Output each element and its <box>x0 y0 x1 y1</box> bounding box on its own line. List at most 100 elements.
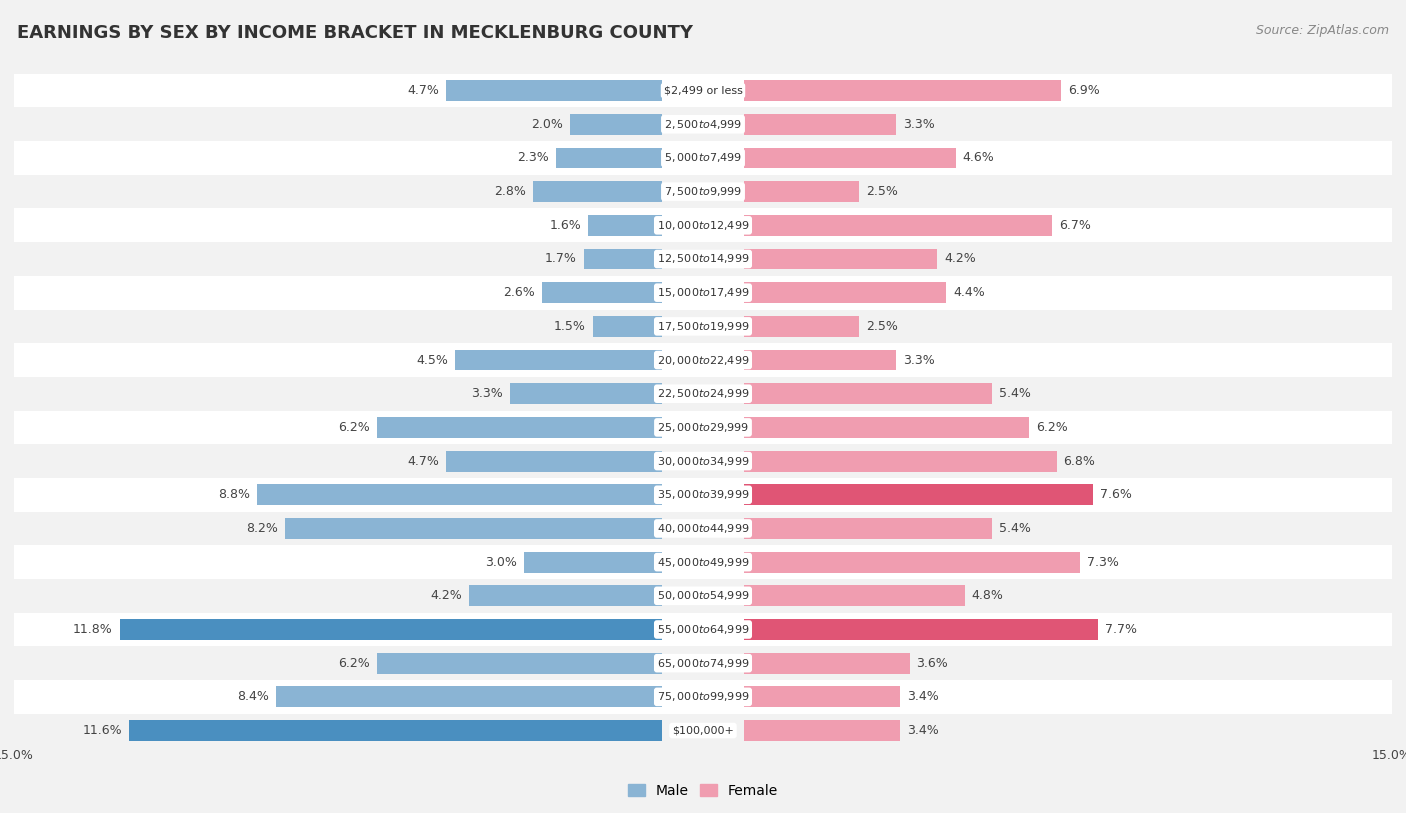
Text: 4.7%: 4.7% <box>406 84 439 97</box>
Bar <box>14 680 1392 714</box>
Text: 3.3%: 3.3% <box>903 354 935 367</box>
Text: 5.4%: 5.4% <box>1000 387 1031 400</box>
Bar <box>744 249 938 269</box>
Text: 11.8%: 11.8% <box>73 623 112 636</box>
Text: $65,000 to $74,999: $65,000 to $74,999 <box>657 657 749 670</box>
Bar <box>583 249 662 269</box>
Bar <box>446 80 662 101</box>
Text: 3.4%: 3.4% <box>907 724 939 737</box>
Text: 6.7%: 6.7% <box>1059 219 1091 232</box>
Text: 11.6%: 11.6% <box>83 724 122 737</box>
Text: 6.2%: 6.2% <box>1036 421 1067 434</box>
Text: 7.3%: 7.3% <box>1087 555 1118 568</box>
Text: 8.4%: 8.4% <box>238 690 269 703</box>
Bar <box>744 552 1080 572</box>
Bar <box>276 686 662 707</box>
Text: $30,000 to $34,999: $30,000 to $34,999 <box>657 454 749 467</box>
Text: $75,000 to $99,999: $75,000 to $99,999 <box>657 690 749 703</box>
Text: 4.2%: 4.2% <box>945 253 976 266</box>
Bar <box>446 450 662 472</box>
Bar <box>744 720 900 741</box>
Text: 4.7%: 4.7% <box>406 454 439 467</box>
Bar <box>744 147 956 168</box>
Text: 15.0%: 15.0% <box>0 749 34 762</box>
Bar <box>456 350 662 371</box>
Bar <box>14 478 1392 511</box>
Text: $45,000 to $49,999: $45,000 to $49,999 <box>657 555 749 568</box>
Bar <box>744 686 900 707</box>
Text: $50,000 to $54,999: $50,000 to $54,999 <box>657 589 749 602</box>
Text: $10,000 to $12,499: $10,000 to $12,499 <box>657 219 749 232</box>
Text: 4.2%: 4.2% <box>430 589 461 602</box>
Bar <box>744 80 1062 101</box>
Bar <box>120 619 662 640</box>
Bar <box>377 417 662 438</box>
Bar <box>14 579 1392 613</box>
Bar <box>744 215 1052 236</box>
Bar <box>14 208 1392 242</box>
Bar <box>744 181 859 202</box>
Text: 5.4%: 5.4% <box>1000 522 1031 535</box>
Text: 6.9%: 6.9% <box>1069 84 1099 97</box>
Text: 4.8%: 4.8% <box>972 589 1004 602</box>
Bar <box>744 653 910 674</box>
Text: 2.6%: 2.6% <box>503 286 536 299</box>
Bar <box>14 141 1392 175</box>
Bar <box>744 282 946 303</box>
Bar <box>744 450 1057 472</box>
Text: 6.2%: 6.2% <box>339 421 370 434</box>
Bar <box>744 485 1094 505</box>
Bar <box>14 276 1392 310</box>
Bar <box>468 585 662 606</box>
Bar <box>14 107 1392 141</box>
Bar <box>555 147 662 168</box>
Text: 3.3%: 3.3% <box>471 387 503 400</box>
Text: 6.2%: 6.2% <box>339 657 370 670</box>
Bar <box>14 511 1392 546</box>
Text: 1.7%: 1.7% <box>544 253 576 266</box>
Text: $2,499 or less: $2,499 or less <box>664 85 742 96</box>
Text: 3.6%: 3.6% <box>917 657 948 670</box>
Text: $20,000 to $22,499: $20,000 to $22,499 <box>657 354 749 367</box>
Bar <box>510 383 662 404</box>
Bar <box>14 74 1392 107</box>
Text: 3.4%: 3.4% <box>907 690 939 703</box>
Text: 8.8%: 8.8% <box>218 489 250 502</box>
Text: Source: ZipAtlas.com: Source: ZipAtlas.com <box>1256 24 1389 37</box>
Text: 15.0%: 15.0% <box>1372 749 1406 762</box>
Bar <box>14 175 1392 208</box>
Text: 2.5%: 2.5% <box>866 320 898 333</box>
Text: $22,500 to $24,999: $22,500 to $24,999 <box>657 387 749 400</box>
Bar <box>14 310 1392 343</box>
Bar <box>377 653 662 674</box>
Bar <box>569 114 662 135</box>
Bar <box>543 282 662 303</box>
Text: $7,500 to $9,999: $7,500 to $9,999 <box>664 185 742 198</box>
Text: 2.5%: 2.5% <box>866 185 898 198</box>
Text: 7.6%: 7.6% <box>1101 489 1132 502</box>
Text: $100,000+: $100,000+ <box>672 725 734 736</box>
Text: $12,500 to $14,999: $12,500 to $14,999 <box>657 253 749 266</box>
Bar <box>257 485 662 505</box>
Bar <box>14 646 1392 680</box>
Bar <box>588 215 662 236</box>
Bar <box>14 546 1392 579</box>
Text: $40,000 to $44,999: $40,000 to $44,999 <box>657 522 749 535</box>
Text: $35,000 to $39,999: $35,000 to $39,999 <box>657 489 749 502</box>
Bar <box>14 613 1392 646</box>
Text: $5,000 to $7,499: $5,000 to $7,499 <box>664 151 742 164</box>
Bar <box>524 552 662 572</box>
Text: $55,000 to $64,999: $55,000 to $64,999 <box>657 623 749 636</box>
Bar <box>14 377 1392 411</box>
Text: 3.0%: 3.0% <box>485 555 517 568</box>
Bar <box>593 316 662 337</box>
Text: 3.3%: 3.3% <box>903 118 935 131</box>
Text: EARNINGS BY SEX BY INCOME BRACKET IN MECKLENBURG COUNTY: EARNINGS BY SEX BY INCOME BRACKET IN MEC… <box>17 24 693 42</box>
Text: $25,000 to $29,999: $25,000 to $29,999 <box>657 421 749 434</box>
Bar <box>533 181 662 202</box>
Bar <box>744 316 859 337</box>
Bar <box>744 114 896 135</box>
Text: 2.0%: 2.0% <box>531 118 562 131</box>
Bar <box>14 343 1392 377</box>
Bar <box>14 411 1392 444</box>
